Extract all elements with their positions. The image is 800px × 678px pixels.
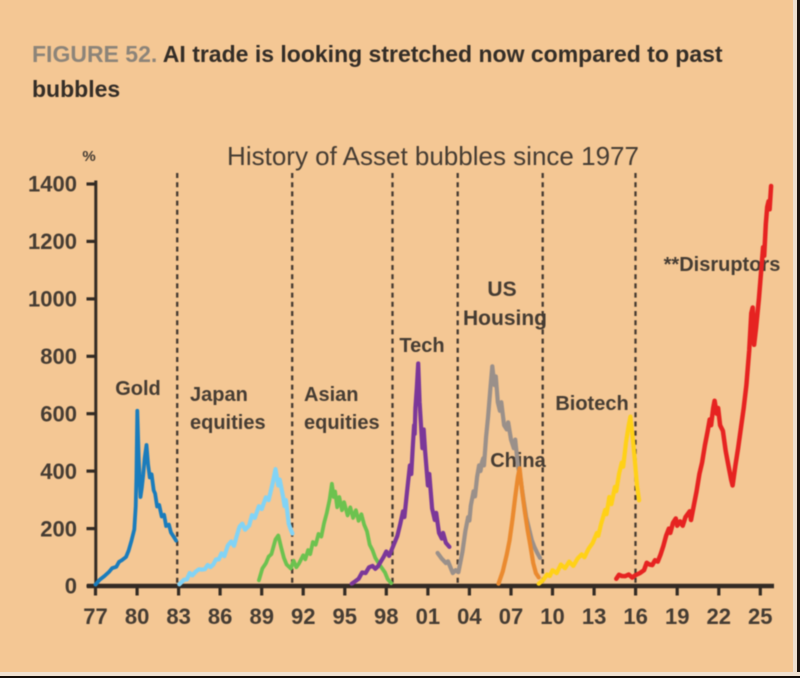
svg-text:19: 19 [665, 604, 689, 629]
svg-text:77: 77 [83, 604, 107, 629]
svg-text:600: 600 [40, 401, 77, 426]
svg-text:equities: equities [190, 412, 266, 434]
svg-text:10: 10 [540, 604, 564, 629]
svg-text:Asian: Asian [304, 384, 358, 406]
svg-text:22: 22 [707, 604, 731, 629]
svg-text:%: % [82, 148, 95, 165]
svg-text:Gold: Gold [115, 378, 161, 400]
svg-text:13: 13 [582, 604, 606, 629]
svg-text:400: 400 [40, 459, 77, 484]
svg-text:83: 83 [166, 604, 190, 629]
svg-text:0: 0 [65, 574, 77, 599]
svg-text:Biotech: Biotech [555, 393, 628, 415]
svg-text:800: 800 [40, 344, 77, 369]
svg-text:01: 01 [416, 604, 440, 629]
svg-text:89: 89 [249, 604, 273, 629]
svg-text:04: 04 [457, 604, 482, 629]
svg-text:200: 200 [40, 516, 77, 541]
svg-text:98: 98 [374, 604, 398, 629]
svg-text:95: 95 [333, 604, 357, 629]
svg-text:US: US [487, 278, 516, 301]
svg-text:1400: 1400 [28, 172, 77, 197]
svg-text:07: 07 [499, 604, 523, 629]
svg-text:**Disruptors: **Disruptors [664, 254, 781, 276]
svg-text:Housing: Housing [463, 307, 547, 330]
svg-text:History of Asset bubbles since: History of Asset bubbles since 1977 [227, 141, 639, 171]
svg-text:92: 92 [291, 604, 315, 629]
svg-text:Japan: Japan [190, 384, 248, 406]
svg-text:80: 80 [125, 604, 149, 629]
svg-text:Tech: Tech [399, 335, 444, 357]
svg-text:1200: 1200 [28, 229, 77, 254]
svg-text:25: 25 [748, 604, 772, 629]
svg-text:16: 16 [623, 604, 647, 629]
svg-text:1000: 1000 [28, 287, 77, 312]
svg-text:86: 86 [208, 604, 232, 629]
svg-text:equities: equities [304, 412, 380, 434]
